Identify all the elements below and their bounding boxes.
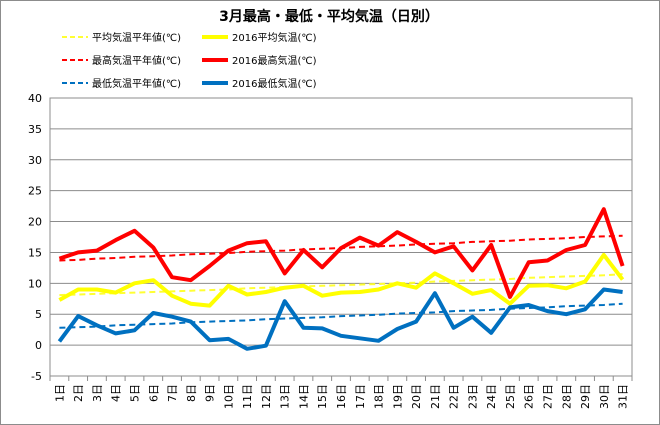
x-tick-label: 3日 xyxy=(91,384,104,402)
series-line-3 xyxy=(58,207,625,299)
x-tick-label: 20日 xyxy=(410,384,423,409)
x-tick-label: 13日 xyxy=(279,384,292,409)
x-tick-label: 10日 xyxy=(222,384,235,409)
x-tick-label: 16日 xyxy=(335,384,348,409)
chart-title: 3月最高・最低・平均気温（日別） xyxy=(219,9,439,25)
x-tick-label: 26日 xyxy=(523,384,536,409)
x-tick-label: 29日 xyxy=(579,384,592,409)
legend-label-3: 2016最高気温(℃) xyxy=(232,54,317,67)
y-tick-label: 40 xyxy=(28,92,42,105)
x-tick-label: 18日 xyxy=(373,384,386,409)
x-tick-label: 7日 xyxy=(166,384,179,402)
y-tick-label: 10 xyxy=(28,277,42,290)
x-tick-label: 27日 xyxy=(542,384,555,409)
legend-label-1: 2016平均気温(℃) xyxy=(232,31,317,44)
series-line-1 xyxy=(58,252,625,308)
legend-label-0: 平均気温平年値(℃) xyxy=(92,31,181,44)
x-tick-label: 15日 xyxy=(316,384,329,409)
x-tick-label: 25日 xyxy=(504,384,517,409)
y-tick-label: 5 xyxy=(35,308,42,321)
series-layer xyxy=(57,207,625,351)
x-tick-label: 11日 xyxy=(241,384,254,409)
x-tick-label: 17日 xyxy=(354,384,367,409)
legend-label-5: 2016最低気温(℃) xyxy=(232,77,317,90)
x-tick-label: 21日 xyxy=(429,384,442,409)
x-tick-label: 28日 xyxy=(560,384,573,409)
y-tick-label: 30 xyxy=(28,154,42,167)
y-tick-label: 0 xyxy=(35,339,42,352)
x-tick-label: 2日 xyxy=(72,384,85,402)
y-tick-label: 25 xyxy=(28,185,42,198)
series-line-5 xyxy=(57,287,623,351)
x-tick-label: 12日 xyxy=(260,384,273,409)
y-tick-label: -5 xyxy=(31,370,42,383)
plot-area-border xyxy=(49,97,633,377)
x-tick-label: 8日 xyxy=(185,384,198,402)
legend-layer: 平均気温平年値(℃) 2016平均気温(℃) 最高気温平年値(℃) 2016最高気温(… xyxy=(62,31,317,90)
x-tick-label: 23日 xyxy=(466,384,479,409)
x-tick-label: 9日 xyxy=(204,384,217,402)
legend-label-4: 最低気温平年値(℃) xyxy=(92,77,181,90)
x-tick-label: 30日 xyxy=(598,384,611,409)
x-tick-label: 5日 xyxy=(128,384,141,402)
x-tick-label: 4日 xyxy=(110,384,123,402)
series-line-0 xyxy=(59,273,623,297)
x-tick-label: 31日 xyxy=(617,384,630,409)
x-tick-label: 24日 xyxy=(485,384,498,409)
x-tick-label: 19日 xyxy=(391,384,404,409)
x-tick-label: 6日 xyxy=(147,384,160,402)
legend-label-2: 最高気温平年値(℃) xyxy=(92,54,181,67)
grid-layer xyxy=(50,97,632,377)
axis-layer: -5 0 5 10 15 20 25 30 35 40 1日 2日 3日 4日 5日 6日 7日 8日 9日 10日 1… xyxy=(28,92,633,409)
x-tick-label: 14日 xyxy=(297,384,310,409)
x-tick-label: 1日 xyxy=(53,384,66,402)
x-tick-label: 22日 xyxy=(448,384,461,409)
series-line-4 xyxy=(59,302,623,329)
y-tick-label: 20 xyxy=(28,216,42,229)
y-tick-label: 15 xyxy=(28,246,42,259)
y-tick-label: 35 xyxy=(28,123,42,136)
